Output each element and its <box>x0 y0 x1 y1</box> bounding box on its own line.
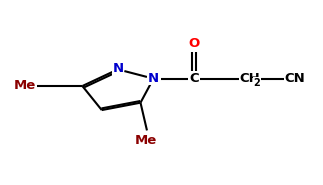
Text: O: O <box>188 37 199 50</box>
Text: CH: CH <box>240 72 260 85</box>
Text: Me: Me <box>135 134 157 147</box>
Text: N: N <box>112 62 123 75</box>
Text: 2: 2 <box>254 78 260 88</box>
Text: Me: Me <box>13 79 36 92</box>
Text: C: C <box>189 72 199 85</box>
Text: CN: CN <box>284 72 305 85</box>
Text: N: N <box>148 72 159 85</box>
